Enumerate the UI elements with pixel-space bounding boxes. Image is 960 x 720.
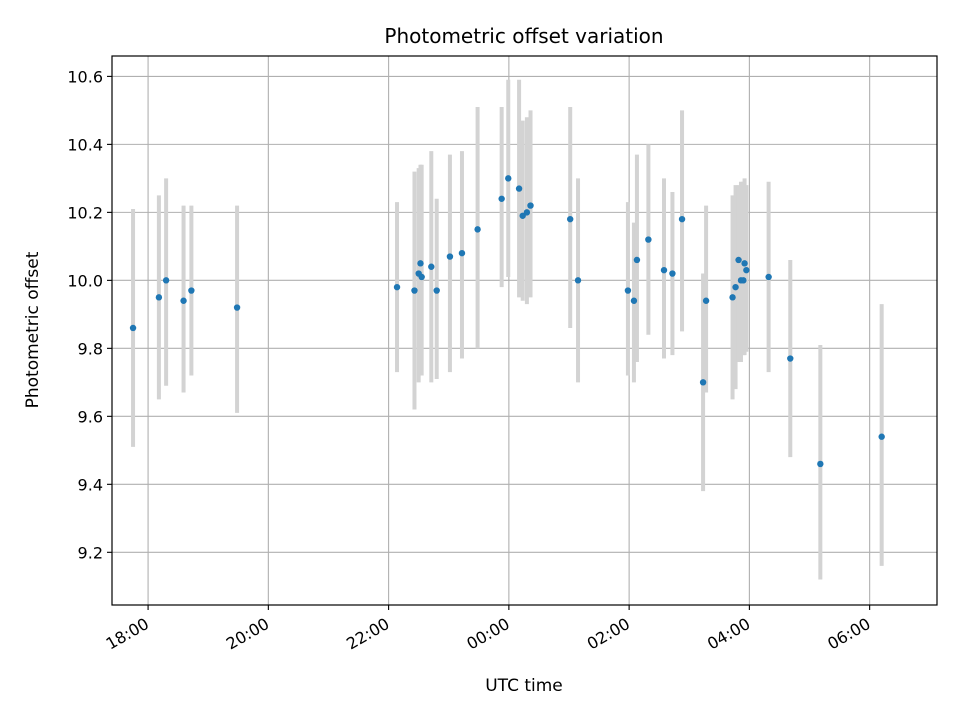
data-point <box>129 324 137 332</box>
data-point <box>669 270 676 277</box>
plot-frame <box>111 55 938 606</box>
data-point <box>523 209 531 216</box>
data-point <box>411 287 418 294</box>
data-point <box>743 266 750 274</box>
x-tick-label: 18:00 <box>103 614 152 654</box>
data-point <box>162 277 170 284</box>
data-point <box>741 260 748 267</box>
x-tick-label: 20:00 <box>223 614 272 654</box>
data-point <box>645 236 652 243</box>
x-tick-label: 00:00 <box>463 614 512 654</box>
data-point <box>732 283 739 291</box>
data-point <box>505 175 512 182</box>
data-point <box>735 256 742 264</box>
data-point <box>817 460 824 468</box>
data-point <box>433 287 440 294</box>
data-point <box>765 273 772 281</box>
data-point <box>702 297 710 304</box>
y-tick-label: 9.6 <box>78 407 103 426</box>
y-axis-title: Photometric offset <box>23 251 43 408</box>
data-point <box>740 277 747 284</box>
y-tick-label: 10.6 <box>67 67 103 86</box>
data-point <box>155 294 163 301</box>
data-point <box>233 304 241 311</box>
data-point <box>393 283 401 291</box>
y-tick-label: 9.2 <box>78 543 103 562</box>
data-points <box>129 175 885 468</box>
data-point <box>678 215 686 223</box>
data-point <box>458 249 466 257</box>
data-point <box>787 355 794 362</box>
data-point <box>474 226 481 233</box>
x-tick-label: 22:00 <box>343 614 392 654</box>
data-point <box>180 297 187 304</box>
y-tick-label: 10.0 <box>67 271 103 290</box>
data-point <box>566 215 574 223</box>
y-tick-label: 10.2 <box>67 203 103 222</box>
data-point <box>527 202 534 209</box>
data-point <box>699 379 707 386</box>
x-tick-label: 04:00 <box>704 614 753 654</box>
data-point <box>624 287 632 294</box>
x-tick-label: 02:00 <box>584 614 633 654</box>
y-axis-ticks: 9.2 9.4 9.6 9.8 10.0 10.2 10.4 10.6 <box>67 67 112 562</box>
y-tick-label: 10.4 <box>67 135 103 154</box>
data-point <box>418 273 425 281</box>
y-tick-label: 9.4 <box>78 475 103 494</box>
data-point <box>515 185 523 192</box>
chart-title: Photometric offset variation <box>384 24 663 48</box>
data-point <box>630 297 638 304</box>
data-point <box>498 195 505 202</box>
data-point <box>446 253 454 260</box>
error-bars <box>131 79 884 580</box>
data-point <box>878 433 885 440</box>
data-point <box>428 263 435 270</box>
data-point <box>417 260 424 267</box>
data-point <box>188 287 195 294</box>
x-tick-label: 06:00 <box>824 614 873 654</box>
x-axis-ticks: 18:00 20:00 22:00 00:00 02:00 04:00 06:00 <box>103 605 874 654</box>
data-point <box>660 266 668 274</box>
x-axis-title: UTC time <box>485 676 563 696</box>
y-tick-label: 9.8 <box>78 339 103 358</box>
data-point <box>574 277 582 284</box>
data-point <box>729 294 736 301</box>
data-point <box>633 256 641 264</box>
